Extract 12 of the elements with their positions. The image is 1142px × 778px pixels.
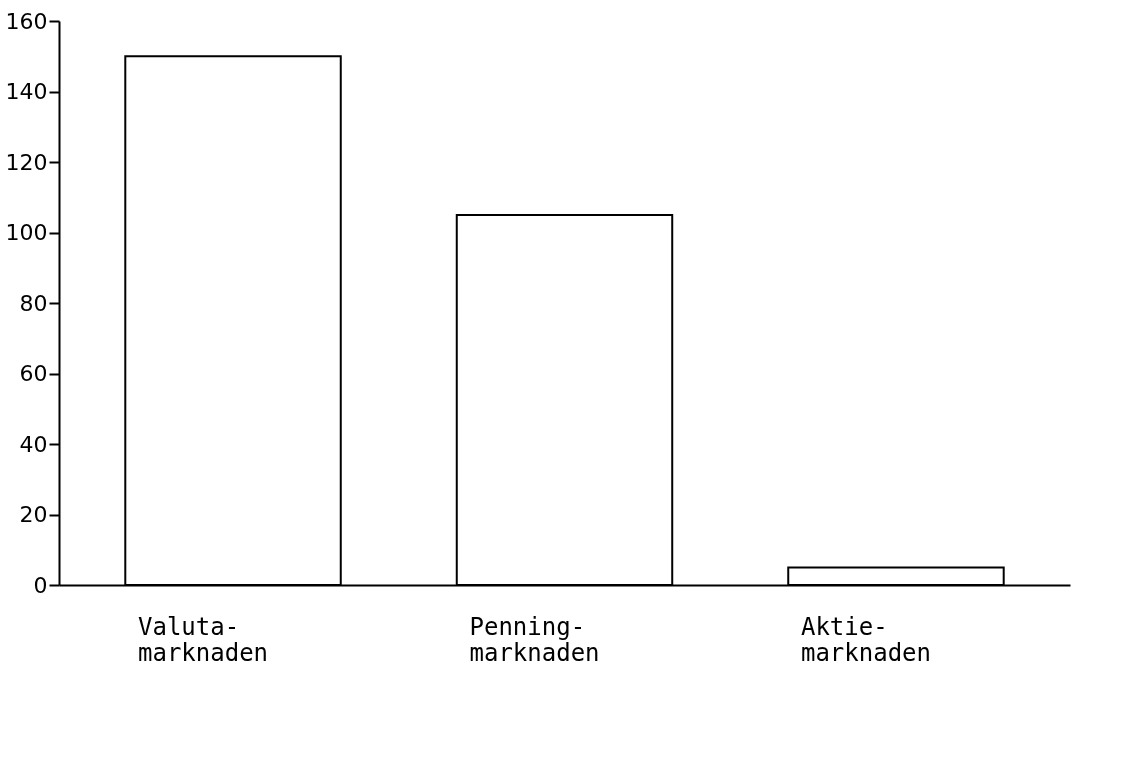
x-tick-label: Penning- marknaden [469,612,600,667]
y-tick-label: 40 [19,431,48,457]
y-tick-label: 20 [19,502,48,527]
y-tick-label: 60 [19,361,48,386]
y-tick-label: 160 [5,8,48,34]
x-tick-label: Aktie- marknaden [800,612,932,667]
y-tick-label: 140 [5,79,48,104]
x-tick-label: Valuta- marknaden [138,612,269,667]
y-tick-label: 80 [19,290,48,316]
y-tick-label: 120 [5,149,48,175]
y-tick-label: 100 [5,220,48,245]
y-tick-label: 0 [33,572,48,598]
